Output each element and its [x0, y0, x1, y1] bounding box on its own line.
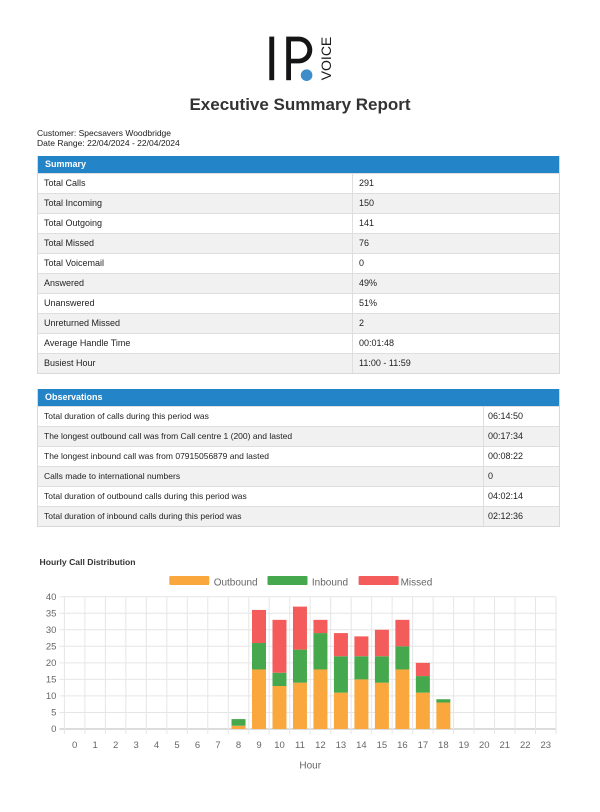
svg-text:6: 6 [195, 740, 200, 751]
svg-text:Hour: Hour [299, 761, 321, 772]
svg-text:Outbound: Outbound [214, 577, 258, 588]
svg-text:20: 20 [46, 658, 57, 669]
svg-text:17: 17 [418, 740, 429, 751]
svg-text:40: 40 [46, 592, 57, 603]
svg-text:30: 30 [46, 625, 57, 636]
svg-text:13: 13 [336, 740, 347, 751]
svg-text:0: 0 [51, 724, 56, 735]
svg-text:11: 11 [295, 740, 305, 751]
svg-text:15: 15 [46, 675, 57, 686]
svg-text:Missed: Missed [401, 577, 433, 588]
svg-text:35: 35 [46, 608, 57, 619]
svg-text:1: 1 [92, 740, 97, 751]
svg-text:16: 16 [397, 740, 408, 751]
svg-text:10: 10 [274, 740, 285, 751]
svg-text:4: 4 [154, 740, 159, 751]
svg-text:9: 9 [256, 740, 261, 751]
svg-text:5: 5 [174, 740, 179, 751]
svg-text:25: 25 [46, 642, 57, 653]
svg-text:12: 12 [315, 740, 326, 751]
svg-text:5: 5 [51, 708, 56, 719]
svg-text:Inbound: Inbound [312, 577, 348, 588]
svg-text:18: 18 [438, 740, 449, 751]
svg-text:7: 7 [215, 740, 220, 751]
svg-text:21: 21 [500, 740, 511, 751]
svg-text:22: 22 [520, 740, 531, 751]
svg-text:10: 10 [46, 691, 57, 702]
svg-text:0: 0 [72, 740, 77, 751]
svg-text:14: 14 [356, 740, 367, 751]
svg-text:19: 19 [459, 740, 470, 751]
svg-text:23: 23 [540, 740, 551, 751]
svg-text:3: 3 [133, 740, 138, 751]
svg-text:20: 20 [479, 740, 490, 751]
svg-text:2: 2 [113, 740, 118, 751]
svg-text:15: 15 [377, 740, 388, 751]
svg-text:8: 8 [236, 740, 241, 751]
svg-text:VOICE: VOICE [318, 37, 334, 81]
